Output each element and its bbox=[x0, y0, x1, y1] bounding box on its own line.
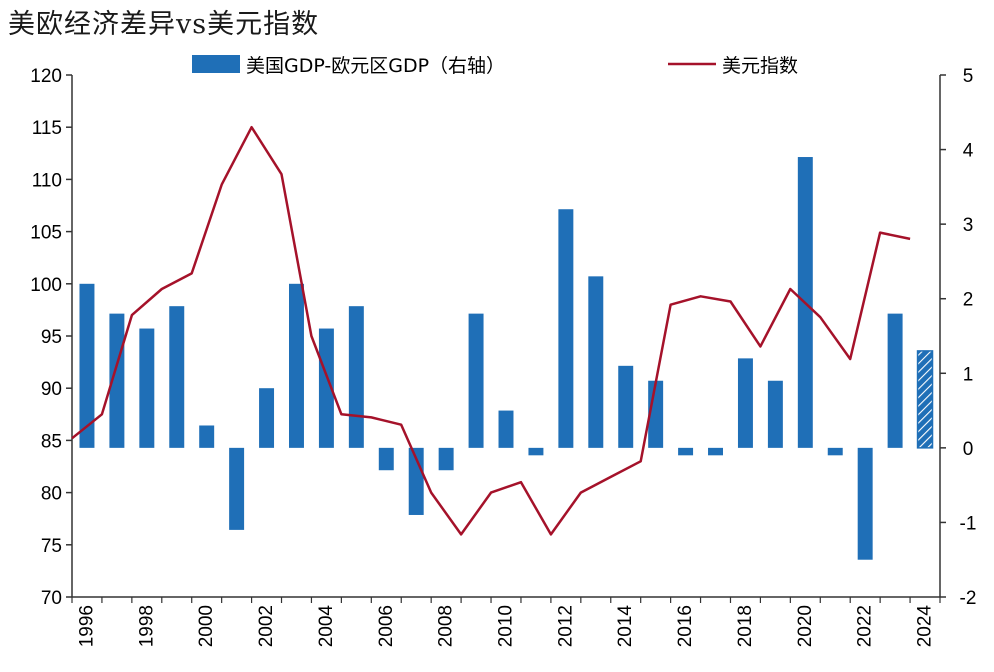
bar bbox=[199, 425, 215, 448]
bar bbox=[767, 380, 783, 448]
bar bbox=[678, 447, 694, 456]
x-axis-tick-label: 2018 bbox=[735, 605, 756, 647]
left-axis-tick-label: 95 bbox=[41, 327, 62, 348]
left-axis-tick-label: 115 bbox=[32, 118, 62, 139]
bar bbox=[139, 328, 155, 448]
x-axis-tick-label: 2004 bbox=[316, 605, 337, 648]
x-axis-tick-label: 2020 bbox=[795, 605, 816, 647]
right-axis-tick-label: 2 bbox=[963, 290, 974, 311]
x-axis-tick-label: 2010 bbox=[496, 605, 517, 647]
bar bbox=[558, 209, 574, 448]
x-axis-tick-label: 2024 bbox=[915, 605, 936, 648]
usd-index-line bbox=[71, 125, 911, 536]
bar bbox=[588, 276, 604, 448]
bar bbox=[169, 306, 185, 448]
x-axis-tick-label: 2022 bbox=[855, 605, 876, 647]
left-axis-tick-label: 85 bbox=[41, 431, 62, 452]
bar bbox=[109, 313, 125, 448]
left-axis-tick-label: 75 bbox=[41, 536, 62, 557]
left-axis-tick-label: 100 bbox=[30, 275, 62, 296]
x-axis-tick-label: 2006 bbox=[376, 605, 397, 647]
x-axis-tick-label: 2008 bbox=[436, 605, 457, 647]
bar bbox=[229, 447, 245, 530]
x-axis-tick-label: 2016 bbox=[675, 605, 696, 647]
right-axis-tick-label: 0 bbox=[963, 439, 974, 460]
bar bbox=[916, 350, 934, 449]
left-axis-tick-label: 90 bbox=[41, 379, 62, 400]
bar bbox=[857, 447, 873, 560]
bar bbox=[378, 447, 394, 471]
right-axis-tick-label: 5 bbox=[963, 66, 974, 87]
bar bbox=[528, 447, 544, 456]
bar bbox=[708, 447, 723, 456]
x-axis-tick-label: 2000 bbox=[196, 605, 217, 647]
legend-line-label: 美元指数 bbox=[722, 55, 798, 77]
x-axis-tick-label: 1996 bbox=[76, 605, 97, 647]
bar bbox=[438, 447, 454, 471]
bar bbox=[259, 388, 275, 448]
right-axis-tick-label: 1 bbox=[963, 364, 974, 385]
right-axis-tick-label: 4 bbox=[963, 141, 974, 162]
x-axis-tick-label: 2002 bbox=[256, 605, 277, 647]
left-axis-tick-label: 105 bbox=[30, 223, 62, 244]
right-axis-tick-label: -2 bbox=[960, 588, 977, 609]
legend-bar-label: 美国GDP-欧元区GDP（右轴） bbox=[246, 55, 505, 77]
left-axis-tick-label: 120 bbox=[30, 66, 62, 87]
x-axis-tick-label: 2012 bbox=[555, 605, 576, 647]
bar bbox=[318, 328, 334, 448]
bar bbox=[887, 313, 903, 448]
right-axis-tick-label: -1 bbox=[960, 513, 977, 534]
chart-title: 美欧经济差异vs美元指数 bbox=[8, 9, 320, 40]
bar bbox=[348, 306, 364, 448]
bar bbox=[737, 358, 753, 448]
bar bbox=[827, 447, 843, 456]
bar bbox=[468, 313, 484, 448]
legend-bar-swatch bbox=[192, 55, 240, 73]
bar bbox=[79, 283, 95, 448]
left-axis-tick-label: 110 bbox=[32, 170, 62, 191]
left-axis-tick-label: 70 bbox=[41, 588, 62, 609]
bar bbox=[289, 283, 304, 448]
right-axis-tick-label: 3 bbox=[963, 215, 974, 236]
bar bbox=[618, 365, 634, 448]
left-axis-tick-label: 80 bbox=[41, 484, 62, 505]
x-axis-tick-label: 2014 bbox=[615, 605, 636, 648]
bar bbox=[498, 410, 514, 448]
x-axis-tick-label: 1998 bbox=[136, 605, 157, 647]
